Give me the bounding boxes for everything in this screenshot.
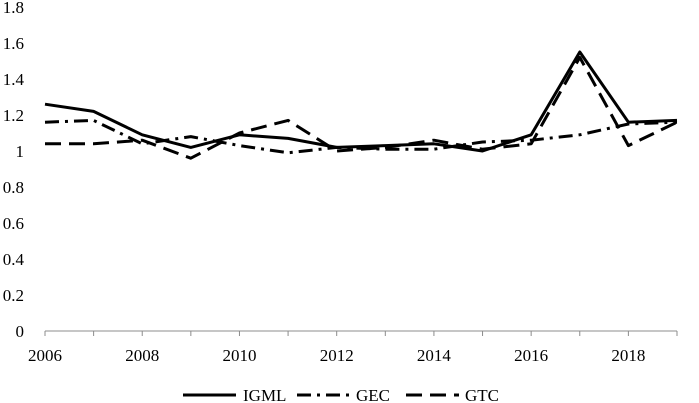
series-line-gtc [45,55,678,160]
legend-label-gtc: GTC [465,386,499,403]
x-tick-label: 2014 [417,346,452,365]
series-layer [44,50,678,160]
y-axis: 0 0.2 0.4 0.6 0.8 1 1.2 1.4 1.6 1.8 [3,0,25,341]
x-tick-label: 2016 [514,346,548,365]
x-tick-label: 2010 [222,346,256,365]
x-tick-label: 2006 [28,346,62,365]
x-tick-label: 2008 [125,346,159,365]
legend-label-gec: GEC [356,386,390,403]
x-axis: 2006 2008 2010 2012 2014 2016 2018 [28,330,678,365]
y-tick-label: 1.4 [3,70,25,89]
x-tick-label: 2018 [611,346,645,365]
x-tick-label: 2012 [320,346,354,365]
y-tick-label: 1 [16,142,25,161]
y-tick-label: 0 [16,322,25,341]
y-tick-label: 0.6 [3,214,24,233]
series-line-igml [44,50,678,153]
legend-label-igml: IGML [243,386,286,403]
y-tick-label: 1.8 [3,0,24,17]
y-tick-label: 1.2 [3,106,24,125]
y-tick-label: 0.2 [3,286,24,305]
y-tick-label: 0.8 [3,178,24,197]
legend: IGML GEC GTC [183,386,499,403]
y-tick-label: 1.6 [3,34,24,53]
y-tick-label: 0.4 [3,250,25,269]
